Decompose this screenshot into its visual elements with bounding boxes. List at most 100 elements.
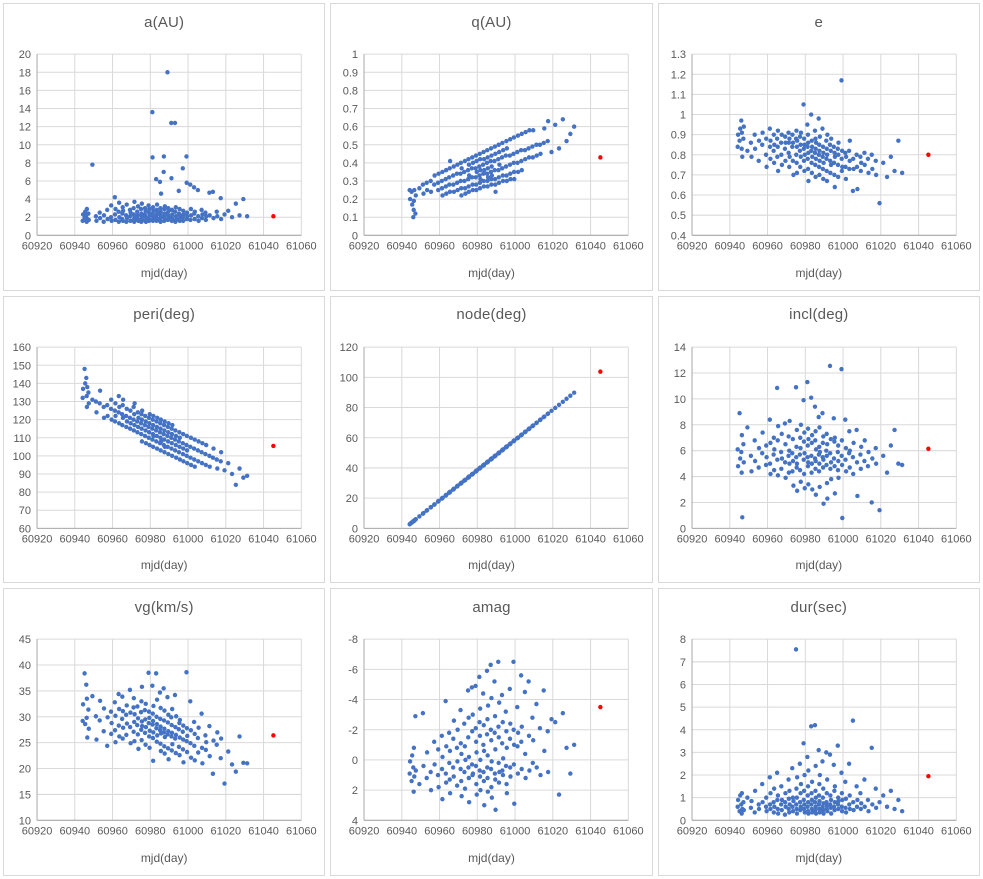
svg-text:61060: 61060	[613, 240, 644, 252]
svg-text:61020: 61020	[865, 533, 896, 545]
svg-text:60980: 60980	[135, 826, 166, 838]
svg-text:60940: 60940	[387, 826, 418, 838]
svg-text:25: 25	[19, 738, 31, 750]
svg-text:10: 10	[19, 816, 31, 828]
svg-text:80: 80	[346, 402, 358, 414]
svg-text:0.5: 0.5	[343, 140, 358, 152]
chart-title: e	[814, 13, 824, 31]
svg-text:61000: 61000	[827, 240, 858, 252]
svg-text:0.6: 0.6	[343, 122, 358, 134]
svg-text:130: 130	[13, 396, 31, 408]
svg-text:60980: 60980	[135, 240, 166, 252]
chart-peri-deg[interactable]: peri(deg) 60920 60940 60960 60980 61000 61020…	[3, 295, 326, 584]
chart-e[interactable]: e 60920 60940 60960 60980 61000 61020 61040 610…	[657, 3, 980, 291]
svg-text:8: 8	[680, 634, 686, 646]
x-axis-label: mjd(day)	[795, 850, 843, 865]
svg-text:60980: 60980	[790, 533, 821, 545]
svg-text:61040: 61040	[903, 533, 934, 545]
x-axis-label: mjd(day)	[140, 850, 188, 865]
svg-text:1.1: 1.1	[670, 89, 685, 101]
chart-title: dur(sec)	[790, 598, 848, 616]
svg-text:0.3: 0.3	[343, 176, 358, 188]
svg-text:60920: 60920	[676, 533, 707, 545]
chart-dur-sec[interactable]: dur(sec) 60920 60940 60960 60980 61000 61020 6…	[657, 588, 980, 876]
svg-text:60960: 60960	[97, 533, 128, 545]
svg-text:1: 1	[680, 793, 686, 805]
svg-text:61040: 61040	[903, 240, 934, 252]
svg-text:60940: 60940	[59, 533, 90, 545]
svg-text:61020: 61020	[210, 826, 241, 838]
svg-text:61000: 61000	[173, 240, 204, 252]
scatter-plot: 60920 60940 60960 60980 61000 61020 61040 61060…	[670, 49, 971, 252]
svg-text:1.3: 1.3	[670, 49, 685, 61]
svg-text:0.4: 0.4	[670, 230, 685, 242]
svg-text:0.4: 0.4	[343, 158, 358, 170]
chart-vg-kms[interactable]: vg(km/s) 60920 60940 60960 60980 61000 61020 6…	[3, 588, 326, 876]
svg-text:8: 8	[680, 419, 686, 431]
svg-text:61060: 61060	[286, 826, 317, 838]
svg-text:10: 10	[19, 140, 31, 152]
scatter-plot: 60920 60940 60960 60980 61000 61020 61040 61060…	[19, 634, 317, 838]
svg-text:12: 12	[673, 368, 685, 380]
x-axis-label: mjd(day)	[468, 558, 515, 573]
svg-text:60960: 60960	[425, 240, 456, 252]
svg-text:60980: 60980	[135, 533, 166, 545]
svg-text:4: 4	[680, 471, 686, 483]
svg-text:61040: 61040	[576, 533, 607, 545]
svg-text:45: 45	[19, 634, 31, 646]
svg-text:0: 0	[352, 523, 358, 535]
svg-text:60960: 60960	[752, 826, 783, 838]
svg-text:2: 2	[680, 770, 686, 782]
svg-text:60920: 60920	[676, 826, 707, 838]
svg-text:6: 6	[680, 680, 686, 692]
chart-title: q(AU)	[471, 13, 512, 31]
svg-text:90: 90	[19, 469, 31, 481]
svg-text:61020: 61020	[865, 240, 896, 252]
svg-text:60980: 60980	[790, 826, 821, 838]
scatter-plot: 60920 60940 60960 60980 61000 61020 61040 61060…	[676, 634, 971, 838]
svg-text:60980: 60980	[790, 240, 821, 252]
svg-text:30: 30	[19, 712, 31, 724]
svg-text:0: 0	[25, 230, 31, 242]
chart-node-deg[interactable]: node(deg) 60920 60940 60960 60980 61000 61020…	[330, 295, 653, 584]
svg-text:61040: 61040	[576, 826, 607, 838]
svg-text:35: 35	[19, 686, 31, 698]
svg-text:110: 110	[13, 432, 31, 444]
chart-amag[interactable]: amag 60920 60940 60960 60980 61000 61020 61040…	[330, 588, 653, 876]
svg-text:61000: 61000	[173, 826, 204, 838]
svg-text:60920: 60920	[349, 240, 380, 252]
svg-text:20: 20	[19, 49, 31, 61]
chart-title: vg(km/s)	[134, 598, 194, 616]
svg-text:60: 60	[19, 523, 31, 535]
svg-text:61020: 61020	[865, 826, 896, 838]
svg-text:60940: 60940	[387, 533, 418, 545]
scatter-plot: 60920 60940 60960 60980 61000 61020 61040 61060…	[340, 342, 644, 545]
svg-text:61040: 61040	[248, 533, 279, 545]
svg-text:1: 1	[680, 110, 686, 122]
chart-incl-deg[interactable]: incl(deg) 60920 60940 60960 60980 61000 61020…	[657, 295, 980, 584]
svg-text:8: 8	[25, 158, 31, 170]
svg-text:160: 160	[13, 342, 31, 354]
svg-text:61020: 61020	[538, 240, 569, 252]
svg-text:18: 18	[19, 67, 31, 79]
svg-text:60960: 60960	[425, 533, 456, 545]
svg-text:60940: 60940	[714, 240, 745, 252]
svg-text:61000: 61000	[500, 240, 531, 252]
x-axis-label: mjd(day)	[795, 558, 843, 573]
svg-text:61060: 61060	[286, 240, 317, 252]
svg-text:4: 4	[680, 725, 686, 737]
svg-text:10: 10	[673, 394, 685, 406]
svg-text:61020: 61020	[210, 240, 241, 252]
x-axis-label: mjd(day)	[140, 558, 188, 573]
svg-text:0: 0	[352, 755, 358, 767]
x-axis-label: mjd(day)	[468, 265, 515, 280]
svg-text:60920: 60920	[349, 826, 380, 838]
svg-text:15: 15	[19, 790, 31, 802]
svg-text:120: 120	[13, 414, 31, 426]
svg-text:40: 40	[346, 463, 358, 475]
chart-a-au[interactable]: a(AU) 60920 60940 60960 60980 61000 61020 6104…	[3, 3, 326, 291]
svg-text:20: 20	[19, 764, 31, 776]
svg-text:0.8: 0.8	[670, 150, 685, 162]
chart-q-au[interactable]: q(AU) 60920 60940 60960 60980 61000 61020 6104…	[330, 3, 653, 291]
svg-text:5: 5	[680, 702, 686, 714]
